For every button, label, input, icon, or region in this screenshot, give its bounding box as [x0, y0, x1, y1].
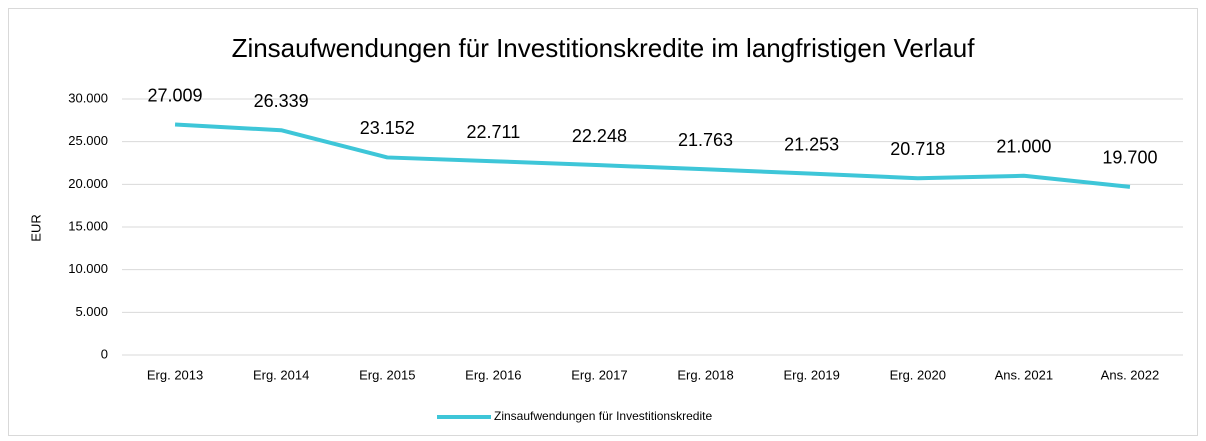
legend-label: Zinsaufwendungen für Investitionskredite: [494, 409, 712, 423]
y-tick-label: 10.000: [68, 261, 108, 276]
y-tick-label: 30.000: [68, 90, 108, 105]
x-tick-label: Erg. 2018: [677, 367, 733, 382]
y-tick-label: 25.000: [68, 133, 108, 148]
x-tick-label: Erg. 2016: [465, 367, 521, 382]
x-tick-label: Ans. 2021: [995, 367, 1054, 382]
chart-title: Zinsaufwendungen für Investitionskredite…: [232, 33, 976, 63]
line-series: [174, 122, 1131, 189]
data-label: 27.009: [148, 85, 203, 105]
chart-border: [8, 8, 1198, 436]
y-tick-label: 20.000: [68, 176, 108, 191]
y-tick-label: 15.000: [68, 218, 108, 233]
data-label: 21.253: [784, 134, 839, 154]
data-label: 22.248: [572, 126, 627, 146]
data-label: 23.152: [360, 118, 415, 138]
data-label: 22.711: [466, 122, 520, 142]
data-label: 21.763: [678, 130, 733, 150]
x-tick-label: Erg. 2015: [359, 367, 415, 382]
data-label: 19.700: [1102, 148, 1157, 168]
x-tick-label: Ans. 2022: [1101, 367, 1160, 382]
y-tick-label: 5.000: [75, 304, 108, 319]
x-tick-label: Erg. 2019: [783, 367, 839, 382]
data-label: 20.718: [890, 139, 945, 159]
x-tick-label: Erg. 2017: [571, 367, 627, 382]
y-tick-label: 0: [101, 346, 108, 361]
data-label: 26.339: [254, 91, 309, 111]
x-tick-label: Erg. 2014: [253, 367, 309, 382]
data-label: 21.000: [996, 137, 1051, 157]
y-axis-label: EUR: [28, 214, 43, 241]
x-tick-label: Erg. 2020: [890, 367, 946, 382]
x-tick-label: Erg. 2013: [147, 367, 203, 382]
